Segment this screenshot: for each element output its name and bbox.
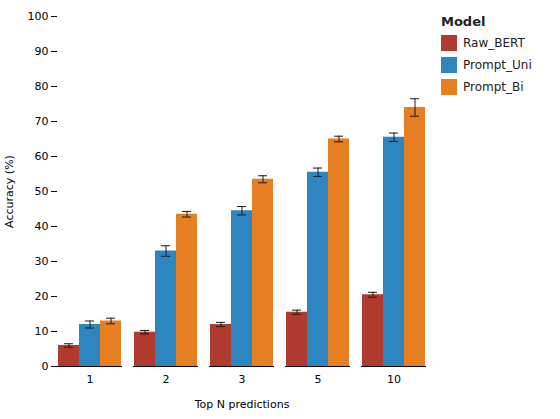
svg-text:30: 30	[35, 255, 49, 268]
svg-text:1: 1	[87, 373, 94, 386]
svg-text:2: 2	[163, 373, 170, 386]
svg-text:40: 40	[35, 220, 49, 233]
svg-text:100: 100	[28, 10, 49, 23]
svg-text:60: 60	[35, 150, 49, 163]
svg-text:20: 20	[35, 290, 49, 303]
svg-text:10: 10	[35, 325, 49, 338]
svg-text:70: 70	[35, 115, 49, 128]
svg-text:90: 90	[35, 45, 49, 58]
svg-text:3: 3	[239, 373, 246, 386]
svg-text:Top N predictions: Top N predictions	[194, 398, 290, 411]
html-text:Prompt_Uni: Prompt_Uni	[463, 58, 532, 72]
svg-text:5: 5	[315, 373, 322, 386]
html-text:Model: Model	[441, 14, 486, 29]
svg-text:0: 0	[42, 360, 49, 373]
svg-text:80: 80	[35, 80, 49, 93]
html-text:Raw_BERT: Raw_BERT	[463, 36, 525, 50]
html-text:Prompt_Bi: Prompt_Bi	[463, 80, 524, 94]
svg-text:50: 50	[35, 185, 49, 198]
svg-text:10: 10	[387, 373, 401, 386]
svg-text:Accuracy (%): Accuracy (%)	[3, 155, 16, 228]
